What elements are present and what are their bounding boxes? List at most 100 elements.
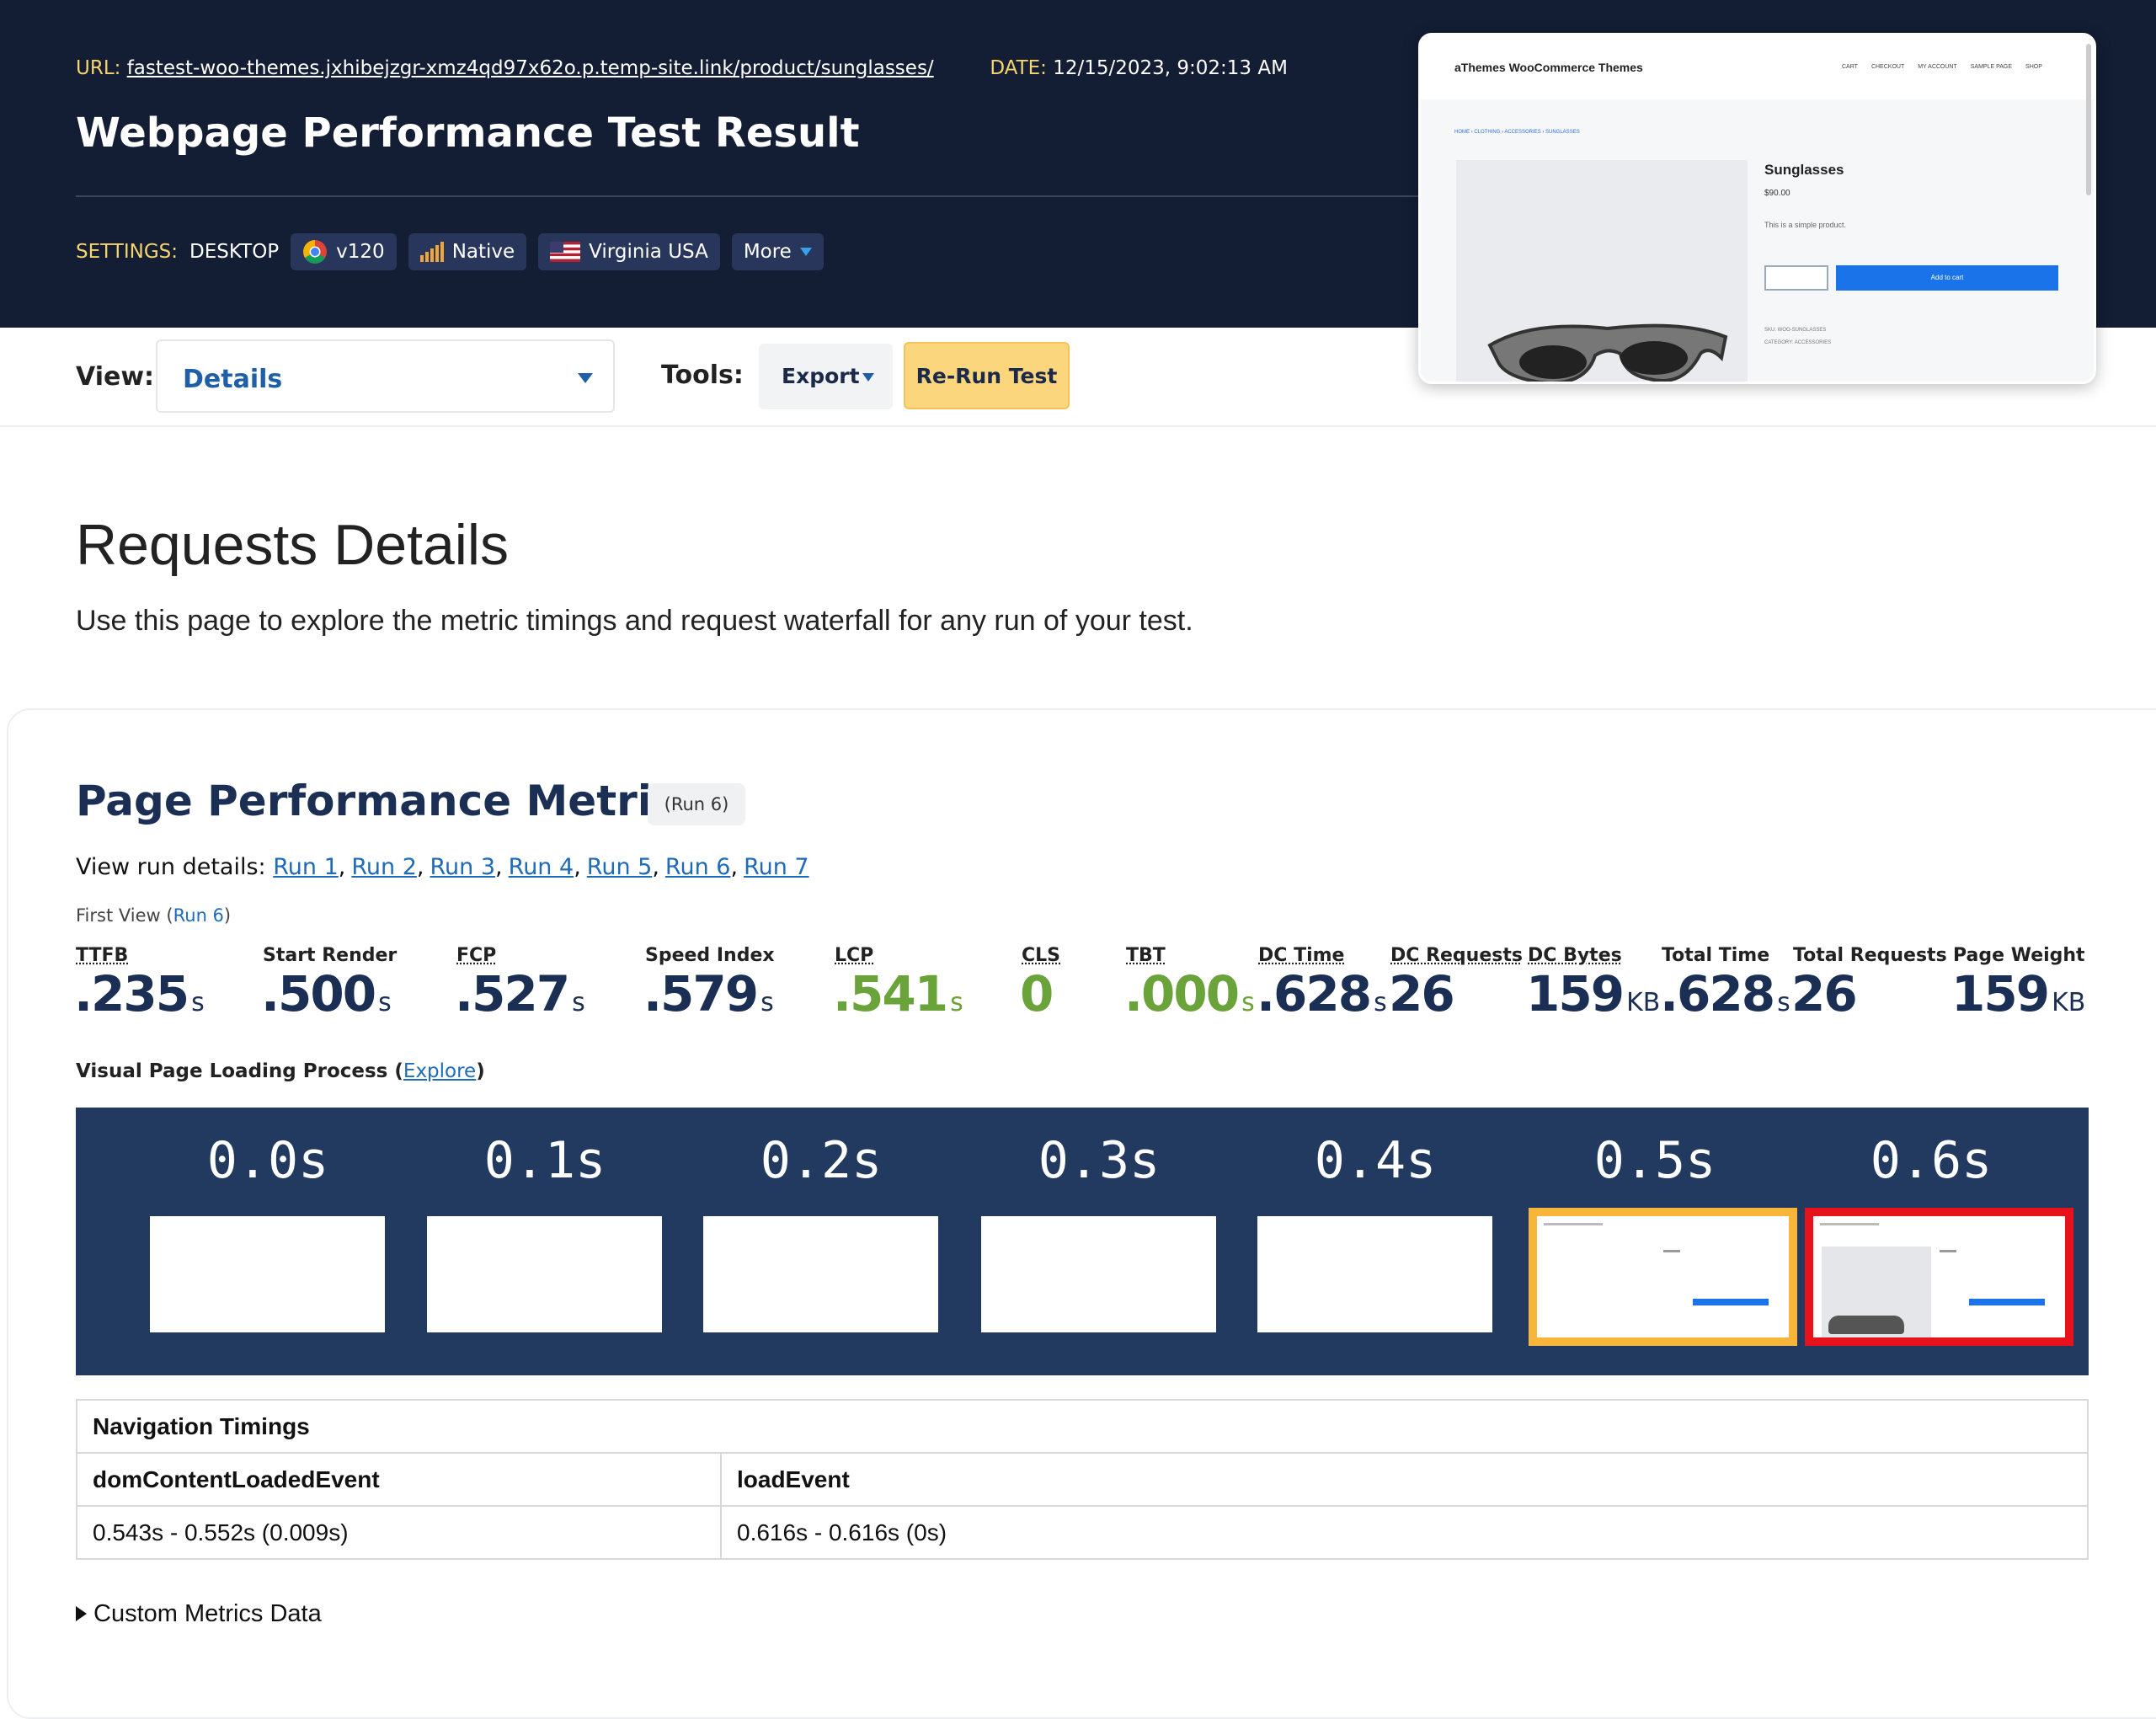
metric-unit: s [760, 988, 774, 1017]
metric-unit: s [572, 988, 585, 1017]
thumb-header [1421, 35, 2094, 99]
thumb-qty [1764, 265, 1828, 291]
frame-bar [1820, 1223, 1879, 1225]
metric-number: .628 [1257, 965, 1372, 1022]
first-view-run[interactable]: Run 6 [173, 905, 224, 926]
signal-icon [419, 242, 444, 262]
run-link[interactable]: Run 2 [351, 854, 430, 880]
thumb-category: CATEGORY: ACCESSORIES [1764, 340, 1832, 345]
metric-value: .628 s [1257, 965, 1387, 1022]
frame-glasses [1828, 1316, 1904, 1334]
metric-value: .500 s [261, 965, 392, 1022]
frame-image [150, 1216, 385, 1332]
metric-value: .541 s [833, 965, 963, 1022]
frame-time: 0.5s [1593, 1131, 1716, 1190]
thumb-site: aThemes WooCommerce Themes [1454, 61, 1643, 74]
metric-value: .579 s [643, 965, 774, 1022]
explore-wrap: Explore [394, 1060, 484, 1082]
metric-number: .500 [261, 965, 376, 1022]
metric-number: 26 [1791, 965, 1858, 1022]
metric-label: DC Time [1258, 945, 1345, 966]
metric-number: 159 [1526, 965, 1625, 1022]
metric-label: DC Bytes [1528, 945, 1622, 966]
view-select[interactable]: Details [156, 339, 615, 413]
frame-block [1663, 1250, 1680, 1252]
separator [76, 195, 1418, 197]
metric-unit: s [1374, 988, 1387, 1017]
metric-number: 159 [1951, 965, 2050, 1022]
metric-unit: s [191, 988, 205, 1017]
frame-time: 0.3s [1038, 1131, 1161, 1190]
frame-time: 0.2s [760, 1131, 883, 1190]
thumb-sku: SKU: WOO-SUNGLASSES [1764, 328, 1827, 333]
metric-number: 0 [1020, 965, 1054, 1022]
frame-image [1529, 1208, 1797, 1346]
filmstrip-label: Visual Page Loading Process Explore [76, 1060, 485, 1082]
metric-unit: s [950, 988, 963, 1017]
metric-label: CLS [1022, 945, 1061, 966]
frame-time: 0.6s [1870, 1131, 1993, 1190]
nav-value-row: 0.543s - 0.552s (0.009s) 0.616s - 0.616s … [76, 1505, 2089, 1560]
location-pill: Virginia USA [538, 233, 720, 270]
browser-version: v120 [336, 241, 385, 263]
metric-number: .235 [74, 965, 189, 1022]
export-button[interactable]: Export [759, 344, 893, 409]
run-links: View run details: Run 1Run 2Run 3Run 4Ru… [76, 854, 809, 880]
frame-image [981, 1216, 1216, 1332]
flag-icon [550, 242, 581, 262]
browser-pill: v120 [291, 233, 397, 270]
connection: Native [451, 241, 515, 263]
more-label: More [743, 241, 792, 263]
run-link[interactable]: Run 5 [587, 854, 665, 880]
filmstrip-title: Visual Page Loading Process [76, 1060, 388, 1082]
runs-label: View run details: [76, 854, 266, 880]
thumb-description: This is a simple product. [1764, 221, 1847, 229]
metrics-heading: Page Performance Metrics [76, 777, 702, 825]
rerun-button[interactable]: Re-Run Test [904, 342, 1070, 409]
first-view: First View Run 6 [76, 905, 231, 926]
thumb-scrollbar [2086, 44, 2091, 195]
chrome-icon [303, 240, 328, 264]
frame-bar [1544, 1223, 1603, 1225]
metric-unit: s [378, 988, 392, 1017]
first-view-run-wrap: Run 6 [166, 905, 231, 926]
metric-label: LCP [835, 945, 874, 966]
thumb-nav-item: MY ACCOUNT [1918, 64, 1957, 70]
thumb-nav-item: CHECKOUT [1870, 64, 1905, 70]
metric-number: 26 [1389, 965, 1455, 1022]
nav-title: Navigation Timings [76, 1399, 2089, 1454]
run-link[interactable]: Run 6 [665, 854, 744, 880]
metric-number: .541 [833, 965, 948, 1022]
connection-pill: Native [408, 233, 527, 270]
frame-image [427, 1216, 662, 1332]
url-link[interactable]: fastest-woo-themes.jxhibejzgr-xmz4qd97x6… [126, 57, 934, 79]
nav-header-row: domContentLoadedEvent loadEvent [76, 1452, 2089, 1507]
frame-image [1805, 1208, 2073, 1346]
sunglasses [1487, 323, 1728, 382]
more-button[interactable]: More [731, 233, 824, 270]
location: Virginia USA [589, 241, 708, 263]
thumb-add-to-cart: Add to cart [1836, 265, 2058, 291]
explore-link[interactable]: Explore [403, 1060, 477, 1082]
page-screenshot: aThemes WooCommerce Themes CART CHECKOUT M… [1418, 33, 2096, 384]
run-link[interactable]: Run 1 [273, 854, 351, 880]
run-link[interactable]: Run 4 [509, 854, 587, 880]
metric-label: Total Time [1662, 945, 1770, 966]
custom-metrics-toggle[interactable]: Custom Metrics Data [76, 1600, 322, 1628]
section-heading: Requests Details [76, 513, 510, 577]
run-link[interactable]: Run 3 [430, 854, 509, 880]
frame-image [703, 1216, 938, 1332]
metric-value: 26 [1791, 965, 1858, 1022]
metric-value: 26 [1389, 965, 1455, 1022]
metric-label: TBT [1126, 945, 1166, 966]
metric-value: 0 [1020, 965, 1054, 1022]
first-view-label: First View [76, 905, 161, 926]
caret [799, 248, 812, 256]
metric-value: 159 KB [1526, 965, 1660, 1022]
frame-button [1969, 1299, 2045, 1305]
metric-label: Page Weight [1953, 945, 2085, 966]
page-title: Webpage Performance Test Result [76, 109, 860, 157]
frame-time: 0.1s [483, 1131, 606, 1190]
run-link[interactable]: Run 7 [744, 854, 809, 880]
metric-label: Speed Index [645, 945, 775, 966]
